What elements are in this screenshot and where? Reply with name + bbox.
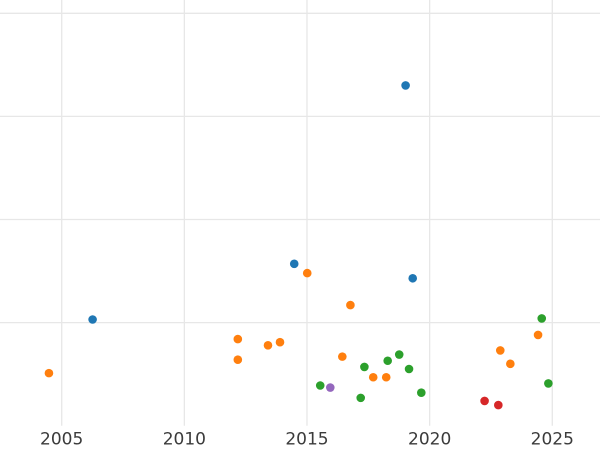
point-series-green	[315, 381, 325, 390]
point-series-green	[417, 388, 426, 398]
x-tick-label: 2005	[40, 430, 83, 450]
x-tick-label: 2025	[531, 430, 574, 450]
point-series-blue	[88, 315, 97, 324]
point-series-orange	[533, 330, 543, 340]
point-series-blue	[289, 259, 299, 269]
point-series-orange	[495, 346, 505, 355]
point-series-green	[394, 350, 404, 359]
point-series-blue	[401, 81, 410, 90]
point-series-blue	[408, 273, 418, 283]
point-series-green	[404, 364, 414, 374]
point-series-orange	[44, 368, 54, 378]
x-tick-label: 2015	[285, 430, 328, 450]
point-series-purple	[325, 383, 335, 392]
point-series-orange	[233, 355, 243, 365]
point-series-orange	[506, 359, 515, 369]
x-tick-label: 2020	[408, 430, 451, 450]
point-series-green	[360, 362, 369, 372]
point-series-orange	[233, 334, 243, 344]
point-series-green	[383, 356, 392, 366]
point-series-orange	[381, 372, 391, 382]
point-series-orange	[302, 268, 312, 278]
point-series-orange	[368, 372, 378, 382]
point-series-orange	[338, 352, 347, 361]
point-series-orange	[263, 340, 273, 350]
point-series-green	[356, 393, 366, 403]
point-series-green	[544, 379, 553, 388]
point-series-green	[537, 314, 547, 323]
point-series-orange	[346, 300, 355, 310]
point-series-orange	[275, 337, 285, 347]
point-series-red	[480, 396, 489, 406]
point-series-red	[494, 400, 503, 410]
x-tick-label: 2010	[163, 430, 206, 450]
